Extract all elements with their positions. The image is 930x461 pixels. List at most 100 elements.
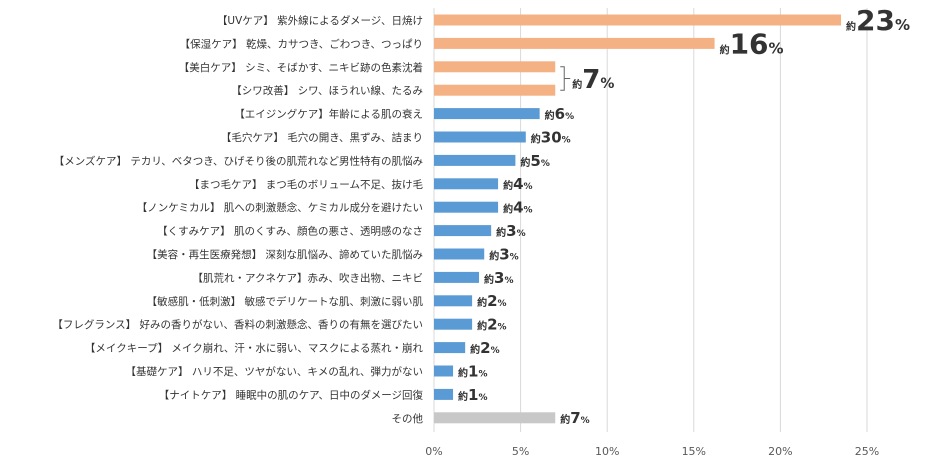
bar (434, 201, 499, 213)
bar (434, 178, 499, 190)
data-label-prefix: 約 (503, 203, 513, 216)
data-label-prefix: 約 (545, 109, 555, 122)
data-label-unit: % (600, 76, 614, 92)
data-label: 約2% (477, 316, 506, 334)
x-tick-label: 0% (425, 445, 442, 458)
group-bracket (560, 66, 571, 91)
data-label-number: 23 (856, 4, 895, 37)
x-tick-label: 20% (768, 445, 792, 458)
data-label-number: 1 (468, 386, 478, 404)
data-label-prefix: 約 (846, 20, 856, 33)
data-label-number: 16 (730, 27, 769, 60)
category-label: 【くすみケア】 肌のくすみ、顔色の悪さ、透明感のなさ (157, 225, 423, 238)
vertical-gridlines (433, 8, 868, 432)
data-label: 約3% (484, 269, 513, 287)
category-label: その他 (392, 412, 424, 425)
x-axis-tick-labels: 0% 5% 10% 15% 20% 25% (425, 445, 879, 458)
data-label-number: 1 (468, 362, 478, 380)
category-label: 【メンズケア】 テカリ、ベタつき、ひげそり後の肌荒れなど男性特有の肌悩み (54, 154, 423, 167)
category-label: 【UVケア】 紫外線によるダメージ、日焼け (217, 14, 423, 27)
data-label-prefix: 約 (572, 78, 582, 91)
data-label-prefix: 約 (489, 249, 499, 262)
data-label-number: 30 (541, 128, 562, 146)
bar (434, 388, 454, 400)
data-label-prefix: 約 (503, 179, 513, 192)
data-label: 約2% (477, 292, 506, 310)
bar (434, 412, 556, 424)
data-label-number: 3 (506, 222, 516, 240)
data-label-number: 3 (499, 245, 509, 263)
data-label: 約4% (503, 199, 532, 217)
data-label-number: 4 (513, 199, 523, 217)
data-label: 約2% (470, 339, 499, 357)
category-label: 【毛穴ケア】 毛穴の開き、黒ずみ、詰まり (221, 131, 423, 144)
data-label-prefix: 約 (560, 413, 570, 426)
data-label-number: 2 (487, 292, 497, 310)
data-label: 約7% (560, 409, 589, 427)
data-label-prefix: 約 (458, 366, 468, 379)
data-label-unit: % (498, 323, 507, 333)
category-label: 【フレグランス】 好みの香りがない、香料の刺激懸念、香りの有無を選びたい (52, 318, 423, 331)
category-label: 【ナイトケア】 睡眠中の肌のケア、日中のダメージ回復 (159, 388, 424, 401)
data-label-unit: % (581, 416, 590, 426)
data-label: 約5% (520, 152, 549, 170)
bar (434, 248, 485, 260)
category-label: 【敏感肌・低刺激】 敏感でデリケートな肌、刺激に弱い肌 (147, 295, 424, 308)
data-label-unit: % (478, 393, 487, 403)
data-label-unit: % (565, 112, 574, 122)
x-tick-label: 15% (682, 445, 706, 458)
data-label-prefix: 約 (496, 226, 506, 239)
category-label: 【メイクキープ】 メイク崩れ、汗・水に弱い、マスクによる蒸れ・崩れ (85, 342, 424, 355)
bar (434, 61, 556, 73)
data-label-prefix: 約 (484, 273, 494, 286)
x-tick-label: 10% (595, 445, 619, 458)
category-label: 【シワ改善】 シワ、ほうれい線、たるみ (231, 84, 423, 97)
bar (434, 365, 454, 377)
category-label: 【美容・再生医療発想】 深刻な肌悩み、諦めていた肌悩み (147, 248, 423, 261)
data-label-number: 2 (487, 316, 497, 334)
data-label: 約4% (503, 175, 532, 193)
category-labels: 【UVケア】 紫外線によるダメージ、日焼け【保湿ケア】 乾燥、カサつき、ごわつき… (52, 14, 423, 425)
category-label: 【エイジングケア】年齢による肌の衰え (234, 108, 423, 121)
data-label-unit: % (769, 39, 784, 57)
data-label: 約1% (458, 386, 487, 404)
category-label: 【肌荒れ・アクネケア】赤み、吹き出物、ニキビ (193, 271, 423, 284)
x-tick-label: 25% (855, 445, 879, 458)
category-label: 【美白ケア】 シミ、そばかす、ニキビ跡の色素沈着 (179, 61, 423, 74)
data-label: 約23% (846, 4, 910, 37)
category-label: 【まつ毛ケア】 まつ毛のボリューム不足、抜け毛 (189, 178, 424, 191)
data-labels: 約23%約16%約7%約6%約30%約5%約4%約4%約3%約3%約3%約2%約… (458, 4, 910, 427)
data-label-number: 5 (530, 152, 540, 170)
data-label: 約16% (720, 27, 784, 60)
data-label-prefix: 約 (477, 296, 487, 309)
data-label-unit: % (510, 252, 519, 262)
bar (434, 342, 466, 354)
data-label-unit: % (498, 299, 507, 309)
data-label-number: 6 (555, 105, 565, 123)
data-label-number: 7 (582, 65, 600, 95)
bar (434, 37, 715, 49)
data-label-number: 7 (570, 409, 580, 427)
data-label: 約6% (545, 105, 574, 123)
bar (434, 84, 556, 96)
data-label: 約3% (489, 245, 518, 263)
data-label-unit: % (478, 369, 487, 379)
bar (434, 225, 492, 237)
data-label-unit: % (562, 135, 571, 145)
bar (434, 14, 842, 26)
category-label: 【基礎ケア】 ハリ不足、ツヤがない、キメの乱れ、弾力がない (126, 365, 423, 378)
bar-series (434, 14, 842, 424)
data-label-unit: % (541, 159, 550, 169)
category-label: 【ノンケミカル】 肌への刺激懸念、ケミカル成分を避けたい (137, 201, 423, 214)
data-label-number: 2 (480, 339, 490, 357)
data-label: 約1% (458, 362, 487, 380)
data-label: 約3% (496, 222, 525, 240)
data-label-unit: % (524, 182, 533, 192)
data-label-prefix: 約 (720, 43, 730, 56)
data-label: 約30% (531, 128, 571, 146)
data-label-unit: % (895, 16, 910, 34)
data-label-prefix: 約 (477, 320, 487, 333)
data-label-prefix: 約 (531, 132, 541, 145)
data-label: 約7% (572, 65, 614, 95)
